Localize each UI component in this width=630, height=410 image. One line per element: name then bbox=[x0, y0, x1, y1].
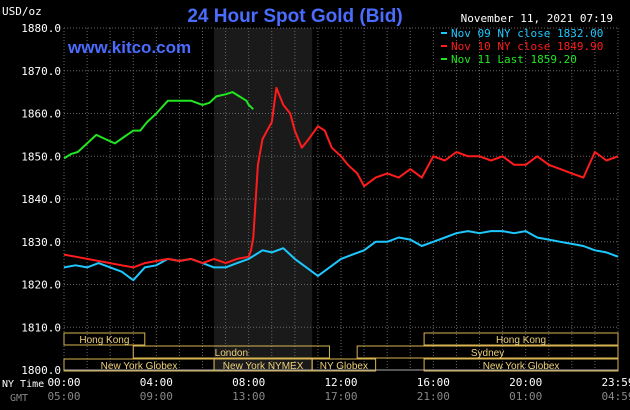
y-tick-label: 1850.0 bbox=[21, 150, 61, 163]
x-tick-ny: 16:00 bbox=[417, 376, 450, 389]
y-tick-label: 1810.0 bbox=[21, 321, 61, 334]
legend-entry: Nov 11 Last 1859.20 bbox=[451, 53, 577, 66]
x-tick-gmt: 09:00 bbox=[140, 390, 173, 403]
x-tick-ny: 04:00 bbox=[140, 376, 173, 389]
series-line bbox=[63, 86, 619, 269]
x-tick-gmt: 17:00 bbox=[324, 390, 357, 403]
session-bar bbox=[423, 358, 619, 372]
session-bar bbox=[356, 345, 619, 359]
x-tick-gmt: 05:00 bbox=[47, 390, 80, 403]
x-row-label-gmt: GMT bbox=[10, 393, 28, 404]
legend-entry: Nov 10 NY close 1849.90 bbox=[451, 40, 603, 53]
y-tick-label: 1800.0 bbox=[21, 364, 61, 377]
x-tick-gmt: 13:00 bbox=[232, 390, 265, 403]
session-bar bbox=[423, 332, 619, 346]
y-tick-label: 1870.0 bbox=[21, 65, 61, 78]
nymex-session-shade bbox=[214, 28, 313, 370]
x-tick-ny: 20:00 bbox=[509, 376, 542, 389]
session-label: London bbox=[215, 348, 248, 359]
x-tick-ny: 23:59 bbox=[601, 376, 630, 389]
y-tick-label: 1860.0 bbox=[21, 108, 61, 121]
legend-entry: Nov 09 NY close 1832.00 bbox=[451, 27, 603, 40]
series-line bbox=[63, 91, 254, 160]
x-tick-ny: 12:00 bbox=[324, 376, 357, 389]
x-tick-gmt: 21:00 bbox=[417, 390, 450, 403]
session-label: Hong Kong bbox=[79, 335, 129, 346]
y-axis-label: USD/oz bbox=[2, 5, 42, 18]
y-tick-label: 1840.0 bbox=[21, 193, 61, 206]
chart-datetime: November 11, 2021 07:19 bbox=[461, 12, 613, 25]
session-label: NY Globex bbox=[320, 361, 368, 372]
x-tick-gmt: 01:00 bbox=[509, 390, 542, 403]
series-line bbox=[63, 230, 619, 282]
chart-title: 24 Hour Spot Gold (Bid) bbox=[187, 6, 402, 27]
x-tick-ny: 00:00 bbox=[47, 376, 80, 389]
x-row-label-ny: NY Time bbox=[2, 379, 44, 390]
x-tick-gmt: 04:59 bbox=[601, 390, 630, 403]
session-label: New York Globex bbox=[483, 361, 560, 372]
x-tick-ny: 08:00 bbox=[232, 376, 265, 389]
session-label: Hong Kong bbox=[496, 335, 546, 346]
y-tick-label: 1830.0 bbox=[21, 236, 61, 249]
session-label: Sydney bbox=[471, 348, 504, 359]
session-bar bbox=[311, 358, 377, 372]
session-bar bbox=[132, 345, 330, 359]
session-bar bbox=[63, 332, 146, 346]
y-tick-label: 1880.0 bbox=[21, 22, 61, 35]
session-label: New York NYMEX bbox=[223, 361, 304, 372]
y-tick-label: 1820.0 bbox=[21, 279, 61, 292]
kitco-watermark: www.kitco.com bbox=[67, 38, 191, 57]
session-label: New York Globex bbox=[101, 361, 178, 372]
